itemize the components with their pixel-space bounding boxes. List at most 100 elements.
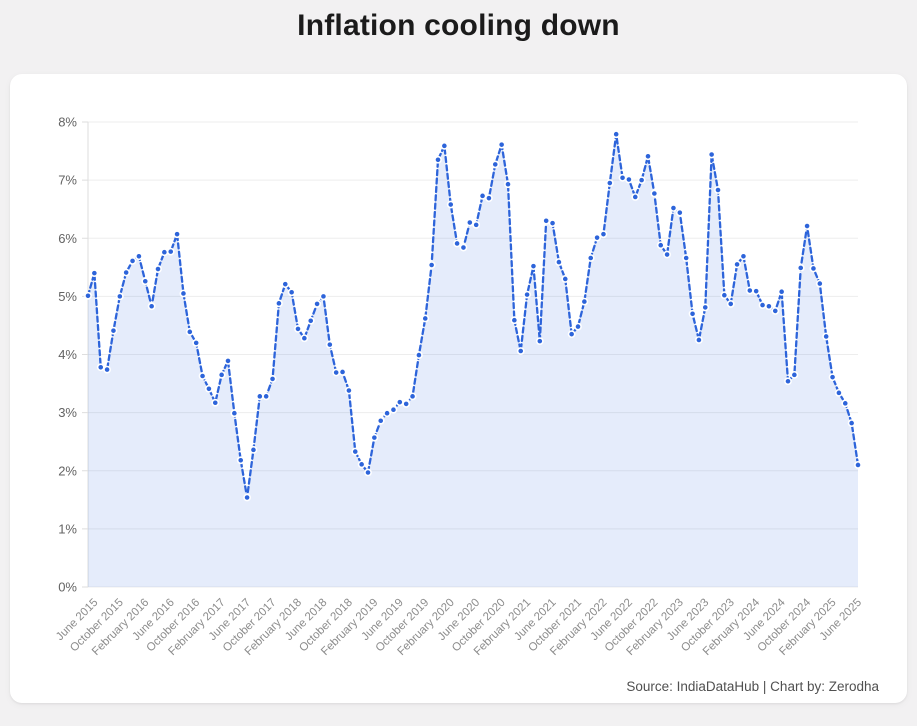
data-point[interactable]	[637, 176, 646, 185]
data-point[interactable]	[236, 456, 245, 465]
data-point[interactable]	[625, 175, 633, 184]
data-point[interactable]	[682, 254, 691, 262]
data-point[interactable]	[306, 316, 315, 325]
data-point[interactable]	[325, 340, 334, 349]
data-point[interactable]	[109, 326, 118, 335]
data-point[interactable]	[612, 130, 621, 139]
data-point[interactable]	[599, 230, 608, 239]
data-point[interactable]	[605, 179, 614, 187]
data-point[interactable]	[516, 347, 525, 355]
data-point[interactable]	[160, 248, 169, 257]
data-point[interactable]	[529, 262, 538, 271]
data-point[interactable]	[230, 409, 239, 418]
data-point[interactable]	[675, 208, 684, 217]
data-point[interactable]	[542, 216, 551, 225]
data-point[interactable]	[841, 399, 850, 408]
data-point[interactable]	[147, 302, 156, 311]
data-point[interactable]	[389, 405, 398, 414]
data-point[interactable]	[714, 186, 722, 194]
data-point[interactable]	[745, 286, 754, 295]
data-point[interactable]	[275, 299, 283, 308]
data-point[interactable]	[828, 373, 837, 382]
data-point[interactable]	[726, 300, 735, 308]
data-point[interactable]	[739, 252, 748, 261]
data-point[interactable]	[370, 433, 379, 442]
data-point[interactable]	[211, 398, 220, 407]
data-point[interactable]	[224, 356, 232, 365]
data-point[interactable]	[809, 264, 818, 273]
data-point[interactable]	[510, 316, 519, 325]
data-point[interactable]	[243, 493, 251, 502]
data-point[interactable]	[491, 160, 500, 169]
data-point[interactable]	[287, 288, 296, 297]
data-point[interactable]	[205, 384, 213, 393]
data-point[interactable]	[376, 416, 385, 425]
data-point[interactable]	[319, 292, 328, 301]
data-point[interactable]	[217, 370, 226, 379]
data-point[interactable]	[395, 398, 404, 407]
data-point[interactable]	[854, 461, 862, 469]
data-point[interactable]	[84, 291, 92, 300]
data-point[interactable]	[453, 239, 461, 248]
data-point[interactable]	[179, 289, 188, 298]
data-point[interactable]	[478, 191, 487, 200]
data-point[interactable]	[618, 173, 627, 182]
data-point[interactable]	[459, 243, 468, 252]
data-point[interactable]	[733, 260, 741, 269]
data-point[interactable]	[771, 307, 780, 315]
data-point[interactable]	[656, 241, 665, 250]
data-point[interactable]	[338, 368, 347, 376]
data-point[interactable]	[752, 287, 761, 296]
data-point[interactable]	[351, 447, 360, 456]
data-point[interactable]	[427, 261, 436, 269]
data-point[interactable]	[586, 254, 595, 262]
data-point[interactable]	[707, 150, 716, 159]
data-point[interactable]	[383, 409, 391, 418]
data-point[interactable]	[300, 334, 309, 343]
data-point[interactable]	[262, 392, 271, 401]
data-point[interactable]	[555, 258, 563, 266]
data-point[interactable]	[345, 386, 353, 395]
data-point[interactable]	[796, 263, 805, 272]
data-point[interactable]	[122, 268, 131, 277]
data-point[interactable]	[434, 155, 442, 164]
data-point[interactable]	[777, 287, 786, 296]
data-point[interactable]	[593, 233, 601, 242]
data-point[interactable]	[415, 351, 423, 359]
data-point[interactable]	[192, 338, 201, 347]
data-point[interactable]	[567, 330, 576, 339]
data-point[interactable]	[580, 297, 589, 306]
data-point[interactable]	[408, 392, 417, 401]
data-point[interactable]	[421, 314, 430, 323]
data-point[interactable]	[402, 400, 411, 408]
data-point[interactable]	[90, 269, 99, 278]
data-point[interactable]	[440, 141, 449, 150]
data-point[interactable]	[650, 189, 659, 198]
data-point[interactable]	[485, 194, 493, 203]
data-point[interactable]	[815, 279, 824, 288]
data-point[interactable]	[574, 322, 582, 331]
data-point[interactable]	[784, 377, 792, 386]
data-point[interactable]	[688, 309, 697, 318]
data-point[interactable]	[364, 468, 372, 477]
data-point[interactable]	[115, 292, 124, 301]
data-point[interactable]	[644, 152, 652, 161]
data-point[interactable]	[497, 140, 506, 149]
data-point[interactable]	[255, 392, 264, 401]
data-point[interactable]	[695, 336, 703, 344]
data-point[interactable]	[504, 180, 512, 189]
data-point[interactable]	[548, 219, 557, 228]
data-point[interactable]	[135, 252, 143, 261]
data-point[interactable]	[128, 257, 137, 265]
data-point[interactable]	[357, 460, 366, 469]
data-point[interactable]	[835, 388, 843, 397]
data-point[interactable]	[332, 368, 341, 377]
data-point[interactable]	[822, 332, 831, 341]
data-point[interactable]	[758, 301, 767, 309]
data-point[interactable]	[96, 363, 105, 372]
data-point[interactable]	[465, 218, 474, 227]
data-point[interactable]	[523, 290, 531, 299]
data-point[interactable]	[166, 247, 175, 256]
data-point[interactable]	[847, 419, 856, 427]
data-point[interactable]	[631, 193, 640, 201]
